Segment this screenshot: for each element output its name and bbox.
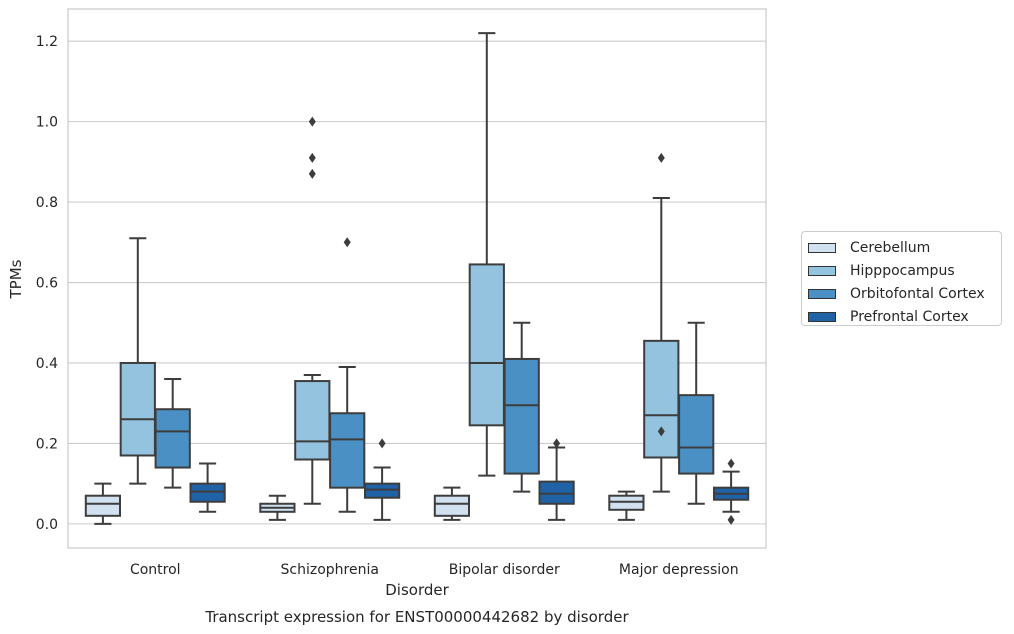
iqr-box (678, 394, 715, 475)
box-bipolar-disorder-prefrontal-cortex (538, 438, 575, 521)
outlier-point (657, 152, 665, 163)
outlier-point (343, 237, 351, 248)
iqr-box (329, 412, 366, 489)
legend: Cerebellum Hipppocampus Orbitofontal Cor… (801, 231, 1002, 326)
legend-item-prefrontal-cortex: Prefrontal Cortex (808, 305, 1001, 328)
iqr-box (84, 494, 122, 517)
x-tick-labels: Control Schizophrenia Bipolar disorder Majo… (130, 562, 739, 578)
chart-title: Transcript expression for ENST0000044268… (204, 608, 629, 626)
box-schizophrenia-orbitofontal-cortex (329, 237, 366, 513)
box-major-depression-prefrontal-cortex (712, 458, 750, 525)
x-tick-label: Schizophrenia (281, 562, 379, 578)
outlier-point (308, 152, 316, 163)
box-major-depression-hipppocampus (643, 152, 680, 493)
legend-item-orbitofrontal-cortex: Orbitofontal Cortex (808, 282, 1001, 305)
x-tick-label: Major depression (619, 562, 739, 578)
outlier-point (727, 514, 735, 525)
legend-label-prefrontal-cortex: Prefrontal Cortex (850, 308, 969, 325)
iqr-box (363, 482, 401, 499)
outlier-point (553, 438, 561, 449)
iqr-box (643, 339, 680, 459)
x-tick-label: Control (130, 562, 181, 578)
iqr-box (608, 494, 645, 511)
y-tick-label: 1.0 (36, 115, 58, 131)
box-major-depression-orbitofontal-cortex (678, 321, 715, 505)
box-schizophrenia-hipppocampus (294, 116, 331, 505)
y-tick-label: 1.2 (36, 34, 58, 50)
iqr-box (189, 482, 226, 503)
iqr-box (538, 480, 575, 505)
outlier-point (308, 168, 316, 179)
y-tick-label: 0.6 (36, 276, 58, 292)
box-control-prefrontal-cortex (189, 462, 226, 513)
legend-item-hippocampus: Hipppocampus (808, 259, 1001, 282)
outlier-point (657, 426, 665, 437)
legend-label-orbitofrontal-cortex: Orbitofontal Cortex (850, 285, 985, 302)
y-tick-labels: 0.0 0.2 0.4 0.6 0.8 1.0 1.2 (36, 34, 58, 533)
iqr-box (119, 361, 156, 457)
iqr-box (294, 380, 331, 461)
boxes (84, 32, 750, 525)
box-control-orbitofontal-cortex (154, 378, 191, 489)
legend-swatch-cerebellum (808, 242, 836, 253)
iqr-box (433, 494, 471, 517)
legend-label-hippocampus: Hipppocampus (850, 262, 955, 279)
legend-swatch-orbitofrontal-cortex (808, 288, 836, 299)
box-major-depression-cerebellum (608, 490, 645, 521)
iqr-box (503, 357, 540, 475)
outlier-point (727, 458, 735, 469)
box-schizophrenia-cerebellum (259, 494, 296, 521)
y-tick-label: 0.0 (36, 517, 58, 533)
outlier-point (308, 116, 316, 127)
x-axis-title: Disorder (385, 581, 449, 599)
legend-swatch-prefrontal-cortex (808, 311, 836, 322)
outlier-point (378, 438, 386, 449)
box-bipolar-disorder-hipppocampus (468, 32, 505, 477)
box-control-hipppocampus (119, 237, 156, 485)
box-bipolar-disorder-orbitofontal-cortex (503, 321, 540, 493)
y-axis-title: TPMs (7, 259, 25, 299)
iqr-box (468, 263, 505, 427)
iqr-box (154, 408, 191, 469)
y-tick-label: 0.8 (36, 195, 58, 211)
box-bipolar-disorder-cerebellum (433, 486, 471, 521)
y-tick-label: 0.4 (36, 356, 58, 372)
x-tick-label: Bipolar disorder (449, 562, 560, 578)
legend-label-cerebellum: Cerebellum (850, 239, 931, 256)
box-schizophrenia-prefrontal-cortex (363, 438, 401, 521)
box-control-cerebellum (84, 482, 122, 525)
y-tick-label: 0.2 (36, 436, 58, 452)
legend-swatch-hippocampus (808, 265, 836, 276)
plot-frame (67, 8, 767, 549)
legend-item-cerebellum: Cerebellum (808, 236, 1001, 259)
